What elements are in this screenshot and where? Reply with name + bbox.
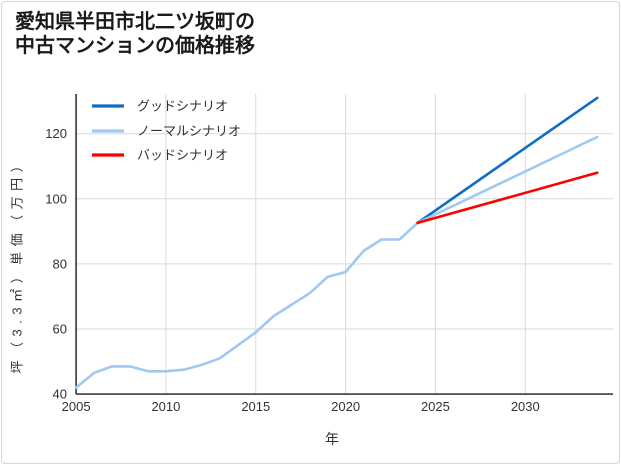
svg-text:2005: 2005 xyxy=(62,399,91,414)
svg-text:2015: 2015 xyxy=(241,399,270,414)
svg-text:80: 80 xyxy=(53,256,67,271)
svg-text:100: 100 xyxy=(45,191,67,206)
svg-text:2025: 2025 xyxy=(421,399,450,414)
svg-text:グッドシナリオ: グッドシナリオ xyxy=(137,99,228,114)
svg-text:2020: 2020 xyxy=(331,399,360,414)
svg-text:2030: 2030 xyxy=(511,399,540,414)
svg-text:バッドシナリオ: バッドシナリオ xyxy=(137,148,228,163)
svg-text:60: 60 xyxy=(53,322,67,337)
svg-text:120: 120 xyxy=(45,126,67,141)
svg-text:ノーマルシナリオ: ノーマルシナリオ xyxy=(137,124,241,139)
svg-text:2010: 2010 xyxy=(151,399,180,414)
